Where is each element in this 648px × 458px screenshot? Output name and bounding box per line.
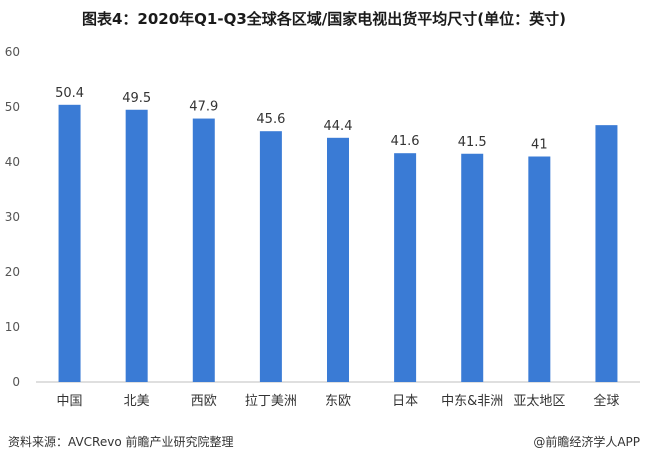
x-tick-label: 北美 <box>124 394 150 409</box>
y-tick-label: 20 <box>5 265 20 279</box>
x-tick-label: 中国 <box>57 394 83 409</box>
source-note: 资料来源：AVCRevo 前瞻产业研究院整理 <box>8 435 234 449</box>
bar-series <box>58 104 618 383</box>
data-label: 41 <box>531 138 548 153</box>
y-tick-label: 0 <box>12 375 20 389</box>
bar <box>58 104 81 383</box>
bar <box>461 153 484 382</box>
y-tick-label: 40 <box>5 155 20 169</box>
x-axis: 中国 北美 西欧 拉丁美洲 东欧 日本 中东&非洲 亚太地区 全球 <box>57 393 620 409</box>
x-tick-label: 全球 <box>593 393 619 409</box>
bar <box>327 137 349 382</box>
bar <box>595 125 618 383</box>
data-label: 47.9 <box>189 100 218 115</box>
y-tick-label: 10 <box>5 320 20 334</box>
chart-title: 图表4：2020年Q1-Q3全球各区域/国家电视出货平均尺寸(单位：英寸) <box>82 10 566 28</box>
data-label: 45.6 <box>256 112 285 127</box>
x-tick-label: 西欧 <box>191 394 217 409</box>
x-tick-label: 东欧 <box>325 394 351 409</box>
data-label: 41.6 <box>391 134 420 149</box>
bar <box>192 118 215 383</box>
y-axis: 0 10 20 30 40 50 60 <box>5 45 20 389</box>
data-label: 41.5 <box>458 135 487 150</box>
brand-mark: @前瞻经济学人APP <box>533 435 640 449</box>
data-label: 49.5 <box>122 91 151 106</box>
bar <box>259 131 282 382</box>
x-tick-label: 亚太地区 <box>513 394 565 409</box>
bar <box>125 109 148 382</box>
y-tick-label: 50 <box>5 100 20 114</box>
x-tick-label: 中东&非洲 <box>441 394 503 409</box>
y-tick-label: 30 <box>5 210 20 224</box>
x-tick-label: 日本 <box>392 394 418 409</box>
data-label: 44.4 <box>324 119 353 134</box>
y-tick-label: 60 <box>5 45 20 59</box>
bar <box>528 156 551 382</box>
data-labels: 50.4 49.5 47.9 45.6 44.4 41.6 41.5 41 <box>55 86 548 153</box>
data-label: 50.4 <box>55 86 84 101</box>
x-tick-label: 拉丁美洲 <box>245 394 297 409</box>
bar <box>394 153 417 382</box>
